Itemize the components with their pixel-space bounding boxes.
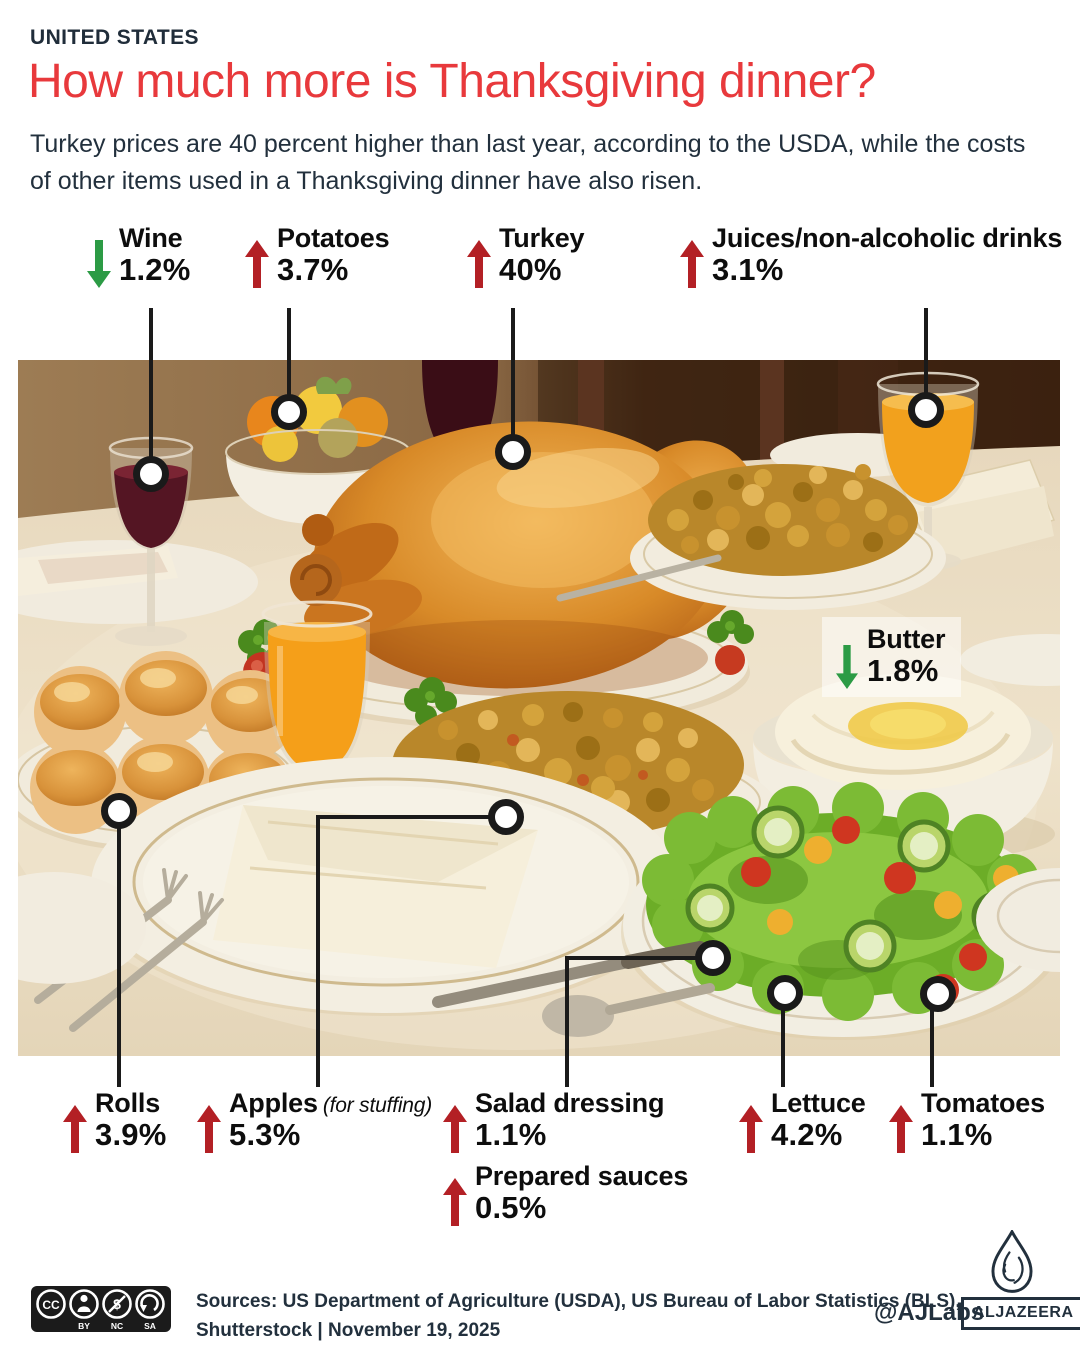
down-arrow-icon bbox=[87, 239, 111, 288]
marker-dot-potatoes bbox=[271, 394, 307, 430]
callout-label: Turkey bbox=[499, 223, 585, 253]
creative-commons-license-badge: CC $ BY NC SA bbox=[31, 1286, 171, 1332]
cc-icon: CC bbox=[42, 1298, 60, 1312]
thanksgiving-dinner-photo bbox=[18, 360, 1060, 1056]
callout-value: 40% bbox=[499, 252, 562, 288]
marker-dot-turkey bbox=[495, 434, 531, 470]
callout-label: Wine bbox=[119, 223, 183, 253]
up-arrow-icon bbox=[63, 1104, 87, 1153]
stuffing-plate-top bbox=[630, 464, 946, 610]
sources: Sources: US Department of Agriculture (U… bbox=[196, 1287, 961, 1346]
marker-dot-apples bbox=[488, 799, 524, 835]
callout-label: Apples (for stuffing) bbox=[229, 1088, 433, 1118]
up-arrow-icon bbox=[467, 239, 491, 288]
sa-label: SA bbox=[144, 1321, 156, 1331]
connector-line-wine bbox=[149, 308, 153, 474]
up-arrow-icon bbox=[245, 239, 269, 288]
attribution-person-icon bbox=[77, 1294, 91, 1312]
sources-line2: Shutterstock | November 19, 2025 bbox=[196, 1320, 501, 1342]
turkey bbox=[266, 421, 762, 730]
up-arrow-icon bbox=[197, 1104, 221, 1153]
al-jazeera-wordmark: ALJAZEERA bbox=[961, 1297, 1080, 1330]
callout-value: 3.7% bbox=[277, 252, 349, 288]
callout-value: 1.8% bbox=[867, 653, 939, 689]
callout-butter: Butter 1.8% bbox=[822, 617, 962, 697]
callout-prepared-sauces: Prepared sauces 0.5% bbox=[442, 1162, 688, 1226]
callout-label: Lettuce bbox=[771, 1088, 866, 1118]
callout-value: 3.9% bbox=[95, 1117, 167, 1153]
connector-line-tomatoes bbox=[930, 994, 934, 1087]
connector-line-turkey bbox=[511, 308, 515, 452]
callout-label: Rolls bbox=[95, 1088, 161, 1118]
connector-line-juices bbox=[924, 308, 928, 410]
callout-lettuce: Lettuce 4.2% bbox=[738, 1089, 866, 1153]
connector-line-lettuce bbox=[781, 993, 785, 1087]
up-arrow-icon bbox=[443, 1177, 467, 1226]
down-arrow-icon bbox=[836, 644, 858, 689]
kicker: UNITED STATES bbox=[30, 26, 199, 49]
by-label: BY bbox=[78, 1321, 90, 1331]
page-title: How much more is Thanksgiving dinner? bbox=[28, 55, 876, 108]
wine-glass bbox=[108, 436, 194, 646]
callout-value: 1.2% bbox=[119, 252, 191, 288]
marker-dot-lettuce bbox=[767, 975, 803, 1011]
callout-note: (for stuffing) bbox=[322, 1094, 433, 1117]
marker-dot-tomatoes bbox=[920, 976, 956, 1012]
callout-value: 5.3% bbox=[229, 1117, 301, 1153]
subtitle: Turkey prices are 40 percent higher than… bbox=[30, 130, 1026, 195]
marker-dot-rolls bbox=[101, 793, 137, 829]
sources-line1: Sources: US Department of Agriculture (U… bbox=[196, 1291, 961, 1312]
callout-rolls: Rolls 3.9% bbox=[62, 1089, 166, 1153]
up-arrow-icon bbox=[889, 1104, 913, 1153]
ajlabs-credit: @AJLabs bbox=[874, 1299, 985, 1326]
cucumber-slices bbox=[685, 805, 1021, 973]
connector-line-salad-dressing-horizontal bbox=[565, 956, 713, 960]
callout-label: Salad dressing bbox=[475, 1088, 665, 1118]
connector-line-rolls bbox=[117, 811, 121, 1087]
connector-line-potatoes bbox=[287, 308, 291, 412]
up-arrow-icon bbox=[739, 1104, 763, 1153]
callout-turkey: Turkey 40% bbox=[466, 223, 585, 288]
callout-apples: Apples (for stuffing) 5.3% bbox=[196, 1089, 432, 1153]
right-edge-plates bbox=[18, 868, 1060, 984]
callout-label: Tomatoes bbox=[921, 1088, 1045, 1118]
al-jazeera-flame-logo bbox=[991, 1230, 1033, 1293]
marker-dot-juices bbox=[908, 392, 944, 428]
callout-potatoes: Potatoes 3.7% bbox=[244, 223, 390, 288]
callout-label: Juices/non-alcoholic drinks bbox=[712, 223, 1063, 253]
nc-slash bbox=[108, 1295, 126, 1313]
up-arrow-icon bbox=[680, 239, 704, 288]
marker-dot-salad-dressing bbox=[695, 940, 731, 976]
callout-salad-dressing: Salad dressing 1.1% bbox=[442, 1089, 664, 1153]
callout-value: 0.5% bbox=[475, 1190, 547, 1226]
rolls-plate bbox=[18, 651, 308, 852]
up-arrow-icon bbox=[443, 1104, 467, 1153]
connector-line-apples bbox=[316, 815, 320, 1087]
connector-line-salad-dressing bbox=[565, 956, 569, 1087]
callout-value: 1.1% bbox=[921, 1117, 993, 1153]
marker-dot-wine bbox=[133, 456, 169, 492]
callout-value: 4.2% bbox=[771, 1117, 843, 1153]
callout-label: Butter bbox=[867, 624, 946, 654]
nc-label: NC bbox=[111, 1321, 123, 1331]
share-alike-icon bbox=[140, 1294, 159, 1312]
callout-value: 3.1% bbox=[712, 252, 784, 288]
connector-line-apples-horizontal bbox=[316, 815, 506, 819]
callout-value: 1.1% bbox=[475, 1117, 547, 1153]
callout-label: Prepared sauces bbox=[475, 1161, 689, 1191]
callout-juices: Juices/non-alcoholic drinks 3.1% bbox=[679, 224, 1062, 288]
callout-label: Potatoes bbox=[277, 223, 390, 253]
callout-tomatoes: Tomatoes 1.1% bbox=[888, 1089, 1045, 1153]
callout-wine: Wine 1.2% bbox=[86, 224, 190, 288]
